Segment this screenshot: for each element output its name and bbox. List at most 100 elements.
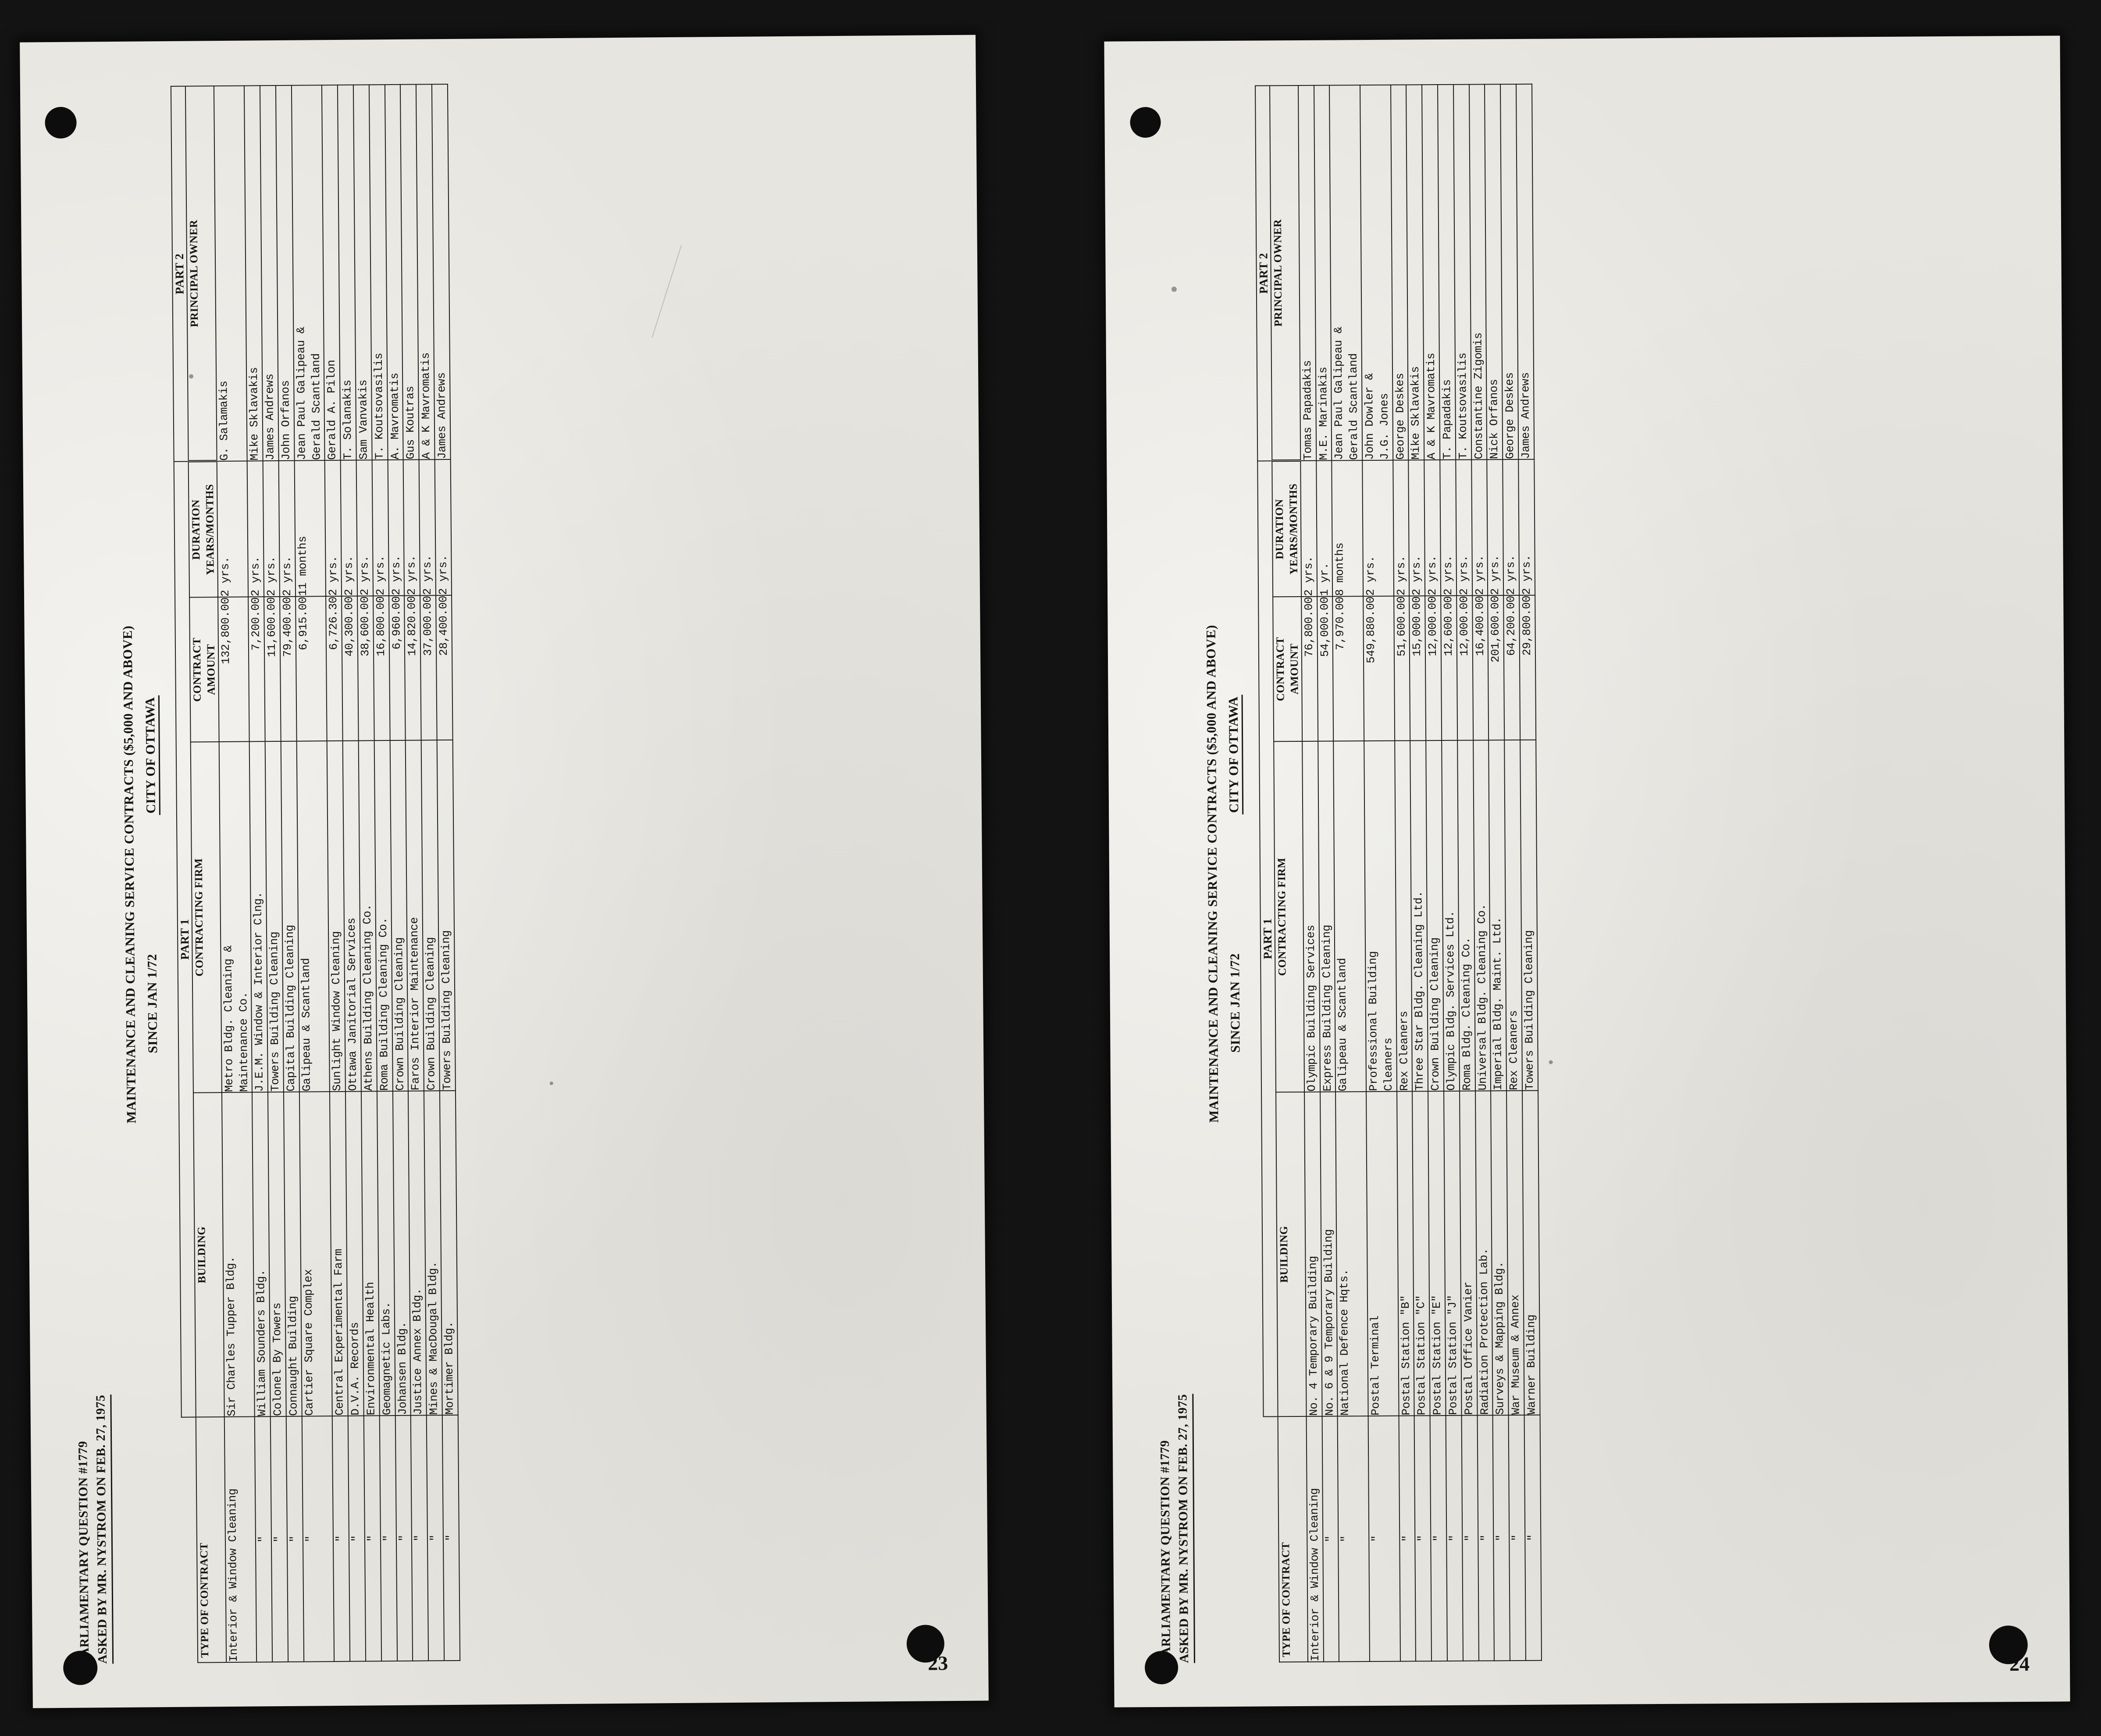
cell-duration: 2 yrs. — [217, 461, 249, 598]
cell-duration: 2 yrs. — [278, 460, 296, 597]
header-contracting-firm: CONTRACTING FIRM — [191, 742, 222, 1093]
cell-type-of-contract: " — [332, 1416, 350, 1662]
cell-principal-owner: James Andrews — [1516, 84, 1535, 459]
cell-principal-owner: A & K Mavromatis — [1422, 85, 1440, 460]
cell-contract-amount: 6,726.30 — [326, 596, 343, 741]
cell-duration: 2 yrs. — [1300, 460, 1317, 597]
cell-type-of-contract: " — [1368, 1416, 1400, 1662]
scanned-page-23: PARLIAMENTARY QUESTION #1779 ASKED BY MR… — [20, 35, 989, 1708]
contracts-table-23: PART 1 PART 2 TYPE OF CONTRACT BUILDING … — [171, 84, 460, 1663]
cell-duration: 2 yrs. — [1424, 460, 1441, 596]
cell-principal-owner: Jean Paul Galipeau & Gerald Scantland — [1329, 85, 1363, 461]
cell-building: Radiation Protection Lab. — [1475, 1091, 1493, 1416]
cell-contract-amount: 29,800.00 — [1519, 595, 1536, 740]
cell-building: Mines & MacDougal Bldg. — [424, 1091, 442, 1416]
table-body-24: Interior & Window Cleaning No. 4 Temporar… — [1298, 84, 1542, 1662]
cell-contract-amount: 12,000.00 — [1456, 595, 1473, 740]
cell-duration: 1 yr. — [1316, 460, 1333, 597]
cell-principal-owner: James Andrews — [431, 84, 451, 460]
cell-contracting-firm: Imperial Bldg. Maint. Ltd. — [1489, 740, 1507, 1091]
cell-type-of-contract: " — [1338, 1416, 1370, 1662]
cell-type-of-contract: " — [1524, 1415, 1542, 1661]
cell-type-of-contract: Interior & Window Cleaning — [1306, 1416, 1324, 1662]
cell-type-of-contract: " — [1430, 1415, 1448, 1661]
cell-contract-amount: 79,400.00 — [280, 596, 297, 741]
cell-contract-amount: 6,915.00 — [295, 596, 328, 741]
cell-duration: 2 yrs. — [1487, 459, 1504, 596]
cell-principal-owner: George Deskes — [1390, 85, 1409, 460]
cell-principal-owner: M.E. Marinakis — [1314, 85, 1332, 461]
page-content-23: PARLIAMENTARY QUESTION #1779 ASKED BY MR… — [39, 48, 969, 1695]
cell-duration: 2 yrs. — [1408, 460, 1425, 596]
cell-duration: 2 yrs. — [247, 461, 264, 597]
cell-type-of-contract: " — [426, 1415, 445, 1661]
question-header-line2: ASKED BY MR. NYSTROM ON FEB. 27, 1975 — [92, 1394, 114, 1664]
cell-contract-amount: 40,300.00 — [342, 596, 359, 741]
cell-contracting-firm: Galipeau & Scantland — [1333, 741, 1367, 1092]
cell-building: Warner Building — [1522, 1090, 1540, 1415]
cell-contract-amount: 28,400.00 — [436, 595, 453, 740]
cell-building: Geomagnetic Labs. — [377, 1091, 395, 1416]
cell-contracting-firm: Express Building Cleaning — [1318, 741, 1336, 1092]
cell-type-of-contract: " — [302, 1416, 335, 1662]
document-title: MAINTENANCE AND CLEANING SERVICE CONTRAC… — [120, 625, 139, 1124]
cell-building: Environmental Health — [361, 1091, 380, 1416]
cell-duration: 8 months — [1332, 460, 1364, 597]
cell-contract-amount: 37,000.00 — [420, 595, 437, 740]
cell-type-of-contract: Interior & Window Cleaning — [224, 1416, 257, 1663]
cell-contract-amount: 54,000.00 — [1317, 596, 1334, 741]
cell-principal-owner: Constantine Zigomis — [1469, 84, 1487, 460]
question-header-line2: ASKED BY MR. NYSTROM ON FEB. 27, 1975 — [1174, 1394, 1196, 1663]
cell-contract-amount: 7,200.00 — [248, 597, 265, 742]
cell-principal-owner: Tomas Papadakis — [1298, 85, 1316, 461]
cell-type-of-contract: " — [1414, 1416, 1432, 1661]
cell-duration: 2 yrs. — [263, 461, 280, 597]
punch-hole-bottom-left — [63, 1651, 98, 1685]
header-contract-amount: CONTRACT AMOUNT — [189, 597, 219, 742]
cell-duration: 2 yrs. — [1471, 459, 1488, 596]
cell-contract-amount: 11,600.00 — [264, 597, 281, 742]
question-header: PARLIAMENTARY QUESTION #1779 ASKED BY MR… — [64, 85, 114, 1664]
cell-building: Mortimer Bldg. — [439, 1090, 458, 1416]
cell-type-of-contract: " — [363, 1416, 381, 1661]
subtitle-city: CITY OF OTTAWA — [143, 695, 161, 815]
cell-contracting-firm: Olympic Building Services — [1302, 741, 1320, 1092]
cell-building: Cartier Square Complex — [299, 1092, 333, 1416]
cell-contract-amount: 132,800.00 — [217, 597, 250, 742]
title-block: MAINTENANCE AND CLEANING SERVICE CONTRAC… — [116, 85, 165, 1664]
header-type-of-contract: TYPE OF CONTRACT — [196, 1417, 226, 1663]
cell-type-of-contract: " — [1508, 1415, 1526, 1661]
page-content-24: PARLIAMENTARY QUESTION #1779 ASKED BY MR… — [1124, 49, 2051, 1694]
cell-duration: 2 yrs. — [1440, 459, 1456, 596]
cell-principal-owner: T. Koutsovasilis — [1453, 84, 1471, 460]
subtitle-since: SINCE JAN 1/72 — [145, 953, 160, 1053]
header-duration: DURATION YEARS/MONTHS — [188, 461, 218, 598]
cell-duration: 2 yrs. — [1362, 460, 1394, 597]
cell-contract-amount: 51,600.00 — [1393, 596, 1410, 741]
cell-type-of-contract: " — [411, 1415, 429, 1661]
cell-type-of-contract: " — [1446, 1415, 1463, 1661]
cell-type-of-contract: " — [286, 1416, 304, 1662]
cell-duration: 2 yrs. — [340, 460, 358, 596]
cell-contract-amount: 76,800.00 — [1301, 596, 1318, 741]
cell-duration: 2 yrs. — [372, 460, 389, 596]
cell-building: Connaught Building — [283, 1092, 302, 1416]
cell-contract-amount: 16,800.00 — [373, 596, 390, 741]
cell-contract-amount: 7,970.00 — [1332, 596, 1364, 741]
cell-building: Postal Station "J" — [1444, 1091, 1462, 1416]
cell-principal-owner: G. Salamakis — [214, 85, 248, 462]
cell-type-of-contract: " — [1322, 1416, 1339, 1662]
cell-building: Postal Terminal — [1366, 1091, 1399, 1416]
cell-contracting-firm: Rex Cleaners — [1394, 740, 1413, 1092]
cell-building: Postal Office Vanier — [1459, 1091, 1478, 1416]
title-block: MAINTENANCE AND CLEANING SERVICE CONTRAC… — [1200, 85, 1247, 1663]
cell-contract-amount: 15,000.00 — [1409, 596, 1426, 741]
cell-contract-amount: 38,600.00 — [357, 596, 374, 741]
cell-type-of-contract: " — [255, 1416, 273, 1662]
cell-principal-owner: Nick Orfanos — [1485, 84, 1503, 460]
header-type-of-contract: TYPE OF CONTRACT — [1278, 1416, 1308, 1662]
cell-contracting-firm: Crown Building Cleaning — [1426, 740, 1444, 1092]
punch-hole-bottom-right — [906, 1625, 945, 1663]
cell-contract-amount: 12,600.00 — [1441, 595, 1457, 741]
cell-principal-owner: Jean Paul Galipeau & Gerald Scantland — [291, 85, 325, 461]
